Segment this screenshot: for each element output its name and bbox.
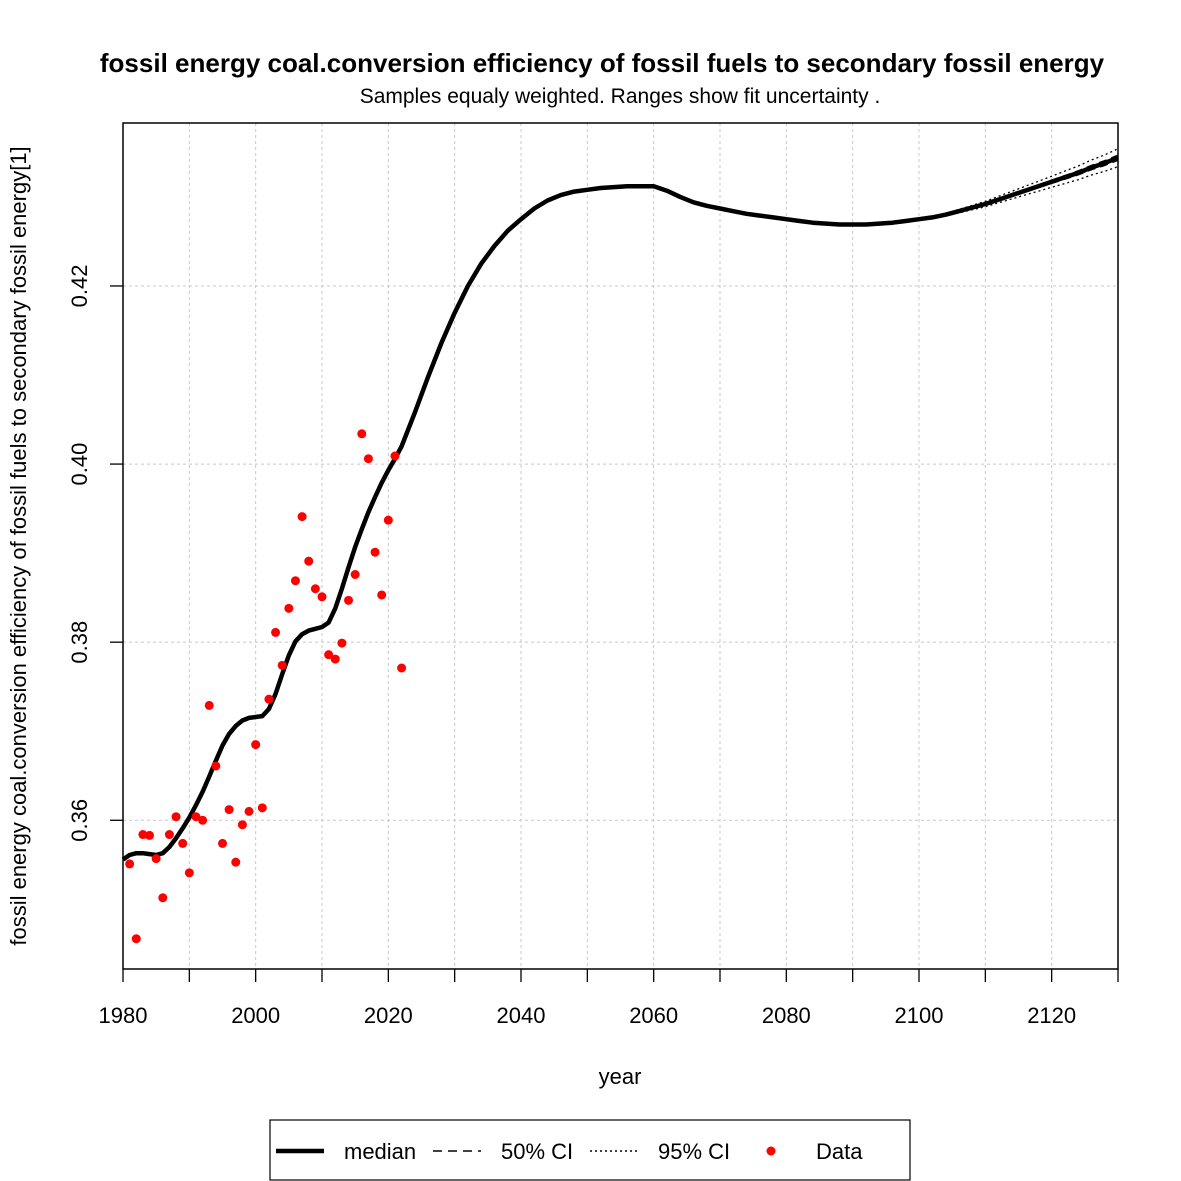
data-point	[138, 830, 148, 840]
legend-data-label: Data	[816, 1139, 863, 1164]
data-point	[231, 857, 241, 867]
y-tick-label: 0.42	[67, 265, 92, 308]
y-axis-label: fossil energy coal.conversion efficiency…	[6, 146, 31, 945]
data-point	[324, 650, 334, 660]
data-point	[158, 893, 168, 903]
confidence-intervals	[122, 148, 1119, 861]
data-point	[310, 584, 320, 594]
plot-frame	[122, 122, 1119, 970]
data-point	[198, 815, 208, 825]
chart-title: fossil energy coal.conversion efficiency…	[100, 48, 1105, 78]
data-point	[304, 556, 314, 566]
data-point	[317, 592, 327, 602]
legend-box	[269, 1119, 911, 1181]
data-point	[290, 576, 300, 586]
data-point	[184, 868, 194, 878]
data-point	[397, 663, 407, 673]
data-point	[344, 595, 354, 605]
ci95-upper-line	[122, 148, 1119, 861]
data-point	[377, 590, 387, 600]
y-tick-label: 0.40	[67, 443, 92, 486]
grid	[122, 123, 1119, 969]
data-point	[257, 803, 267, 813]
data-point	[284, 603, 294, 613]
data-points	[125, 429, 407, 944]
data-point	[357, 429, 367, 439]
data-point	[244, 806, 254, 816]
ci50-upper-line	[122, 154, 1119, 861]
x-tick-label: 2060	[629, 1003, 678, 1028]
ci95-lower-line	[122, 165, 1119, 861]
x-tick-label: 2000	[231, 1003, 280, 1028]
data-point	[264, 694, 274, 704]
legend-median-label: median	[344, 1139, 416, 1164]
median-line	[121, 155, 1119, 862]
y-tick-label: 0.38	[67, 621, 92, 664]
data-point	[297, 512, 307, 522]
data-point	[224, 805, 234, 815]
data-point	[218, 838, 227, 848]
legend-ci50-label: 50% CI	[501, 1139, 573, 1164]
data-point	[204, 700, 214, 710]
data-point	[125, 859, 135, 869]
ci50-lower-line	[122, 159, 1119, 861]
data-point	[131, 934, 141, 944]
x-tick-label: 2080	[762, 1003, 811, 1028]
x-tick-label: 2040	[497, 1003, 546, 1028]
legend-data-swatch	[766, 1146, 776, 1156]
data-point	[164, 830, 174, 840]
data-point	[171, 812, 181, 822]
data-point	[251, 740, 261, 750]
data-point	[237, 820, 247, 830]
data-point	[277, 660, 287, 670]
x-tick-label: 2100	[895, 1003, 944, 1028]
x-axis: 1980 2000 2020 2040 2060 2080 2100 2120	[99, 969, 1119, 1028]
y-axis: 0.36 0.38 0.40 0.42	[67, 265, 123, 842]
data-point	[350, 569, 360, 579]
data-point	[191, 812, 201, 822]
data-point	[330, 654, 340, 664]
data-point	[145, 830, 155, 840]
data-point	[383, 515, 393, 525]
data-point	[151, 854, 161, 864]
chart-subtitle: Samples equaly weighted. Ranges show fit…	[360, 85, 881, 108]
x-tick-label: 2020	[364, 1003, 413, 1028]
data-point	[370, 547, 380, 557]
x-axis-label: year	[599, 1064, 642, 1089]
y-tick-label: 0.36	[67, 799, 92, 842]
data-point	[271, 627, 281, 637]
data-point	[337, 638, 347, 648]
x-tick-label: 2120	[1027, 1003, 1076, 1028]
data-point	[363, 454, 373, 464]
legend-ci95-label: 95% CI	[658, 1139, 730, 1164]
data-point	[390, 451, 400, 461]
data-point	[178, 838, 188, 848]
x-tick-label: 1980	[99, 1003, 148, 1028]
median-line-group	[121, 155, 1119, 862]
data-point	[211, 761, 221, 771]
legend: median 50% CI 95% CI Data	[269, 1119, 911, 1181]
